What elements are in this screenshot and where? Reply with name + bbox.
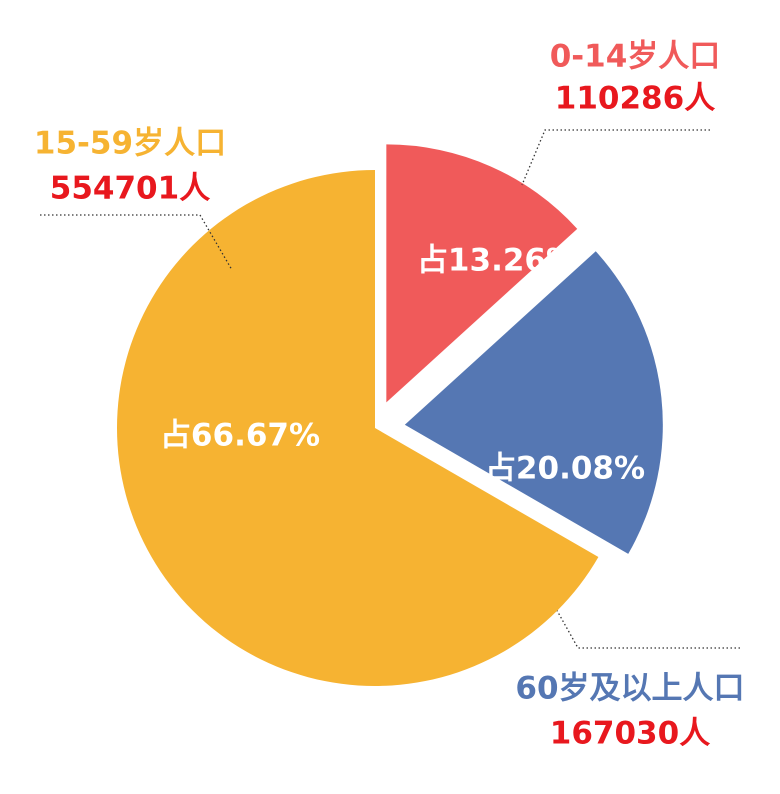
- pie-slice: [386, 144, 578, 403]
- slice-label: 占66.67%: [160, 418, 320, 454]
- category-label: 0-14岁人口: [550, 39, 721, 75]
- leader-line: [549, 597, 740, 649]
- count-label: 167030人: [550, 716, 710, 752]
- pie-slice: [117, 170, 599, 687]
- leader-line: [521, 129, 710, 186]
- count-label: 554701人: [50, 171, 210, 207]
- slice-label: 占20.08%: [485, 451, 645, 487]
- category-label: 15-59岁人口: [34, 126, 226, 162]
- leader-line: [40, 214, 233, 271]
- category-label: 60岁及以上人口: [515, 671, 744, 707]
- pie-slice: [404, 251, 663, 554]
- slice-label: 占13.26%: [417, 243, 577, 279]
- count-label: 110286人: [555, 81, 715, 117]
